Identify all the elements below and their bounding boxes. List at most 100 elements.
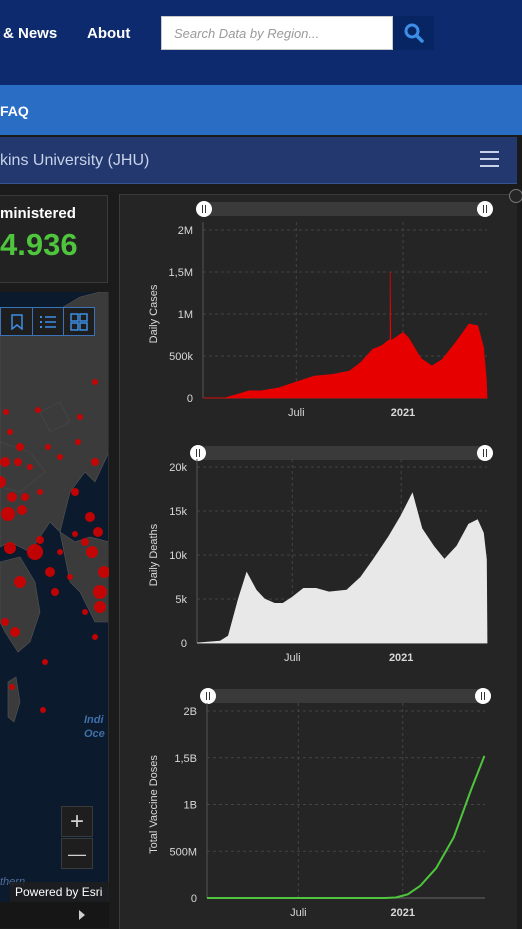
y-tick-label: 15k: [169, 506, 187, 518]
handle-circle: [190, 445, 206, 461]
case-marker: [0, 476, 6, 488]
search-button[interactable]: [393, 16, 434, 50]
y-axis-label: Total Vaccine Doses: [148, 755, 160, 854]
handle-circle: [200, 688, 216, 704]
case-marker: [91, 458, 99, 466]
handle-circle: [477, 201, 493, 217]
case-marker: [7, 492, 17, 502]
y-tick-label: 0: [181, 638, 187, 650]
case-marker: [98, 566, 109, 578]
y-tick-label: 1,5M: [169, 267, 193, 279]
y-tick-label: 2M: [178, 225, 193, 237]
search-box: [161, 16, 393, 50]
y-tick-label: 2B: [184, 706, 197, 718]
nav-link-news[interactable]: & News: [3, 25, 58, 42]
search-input[interactable]: [162, 17, 392, 49]
x-tick-label: 2021: [389, 652, 413, 664]
zoom-out-button[interactable]: —: [61, 838, 93, 869]
case-marker: [1, 507, 15, 521]
case-marker: [37, 489, 43, 495]
case-marker: [71, 488, 79, 496]
y-tick-label: 500k: [169, 351, 193, 363]
hamburger-icon: [480, 151, 499, 153]
case-marker: [92, 634, 98, 640]
nav-link-faq[interactable]: FAQ: [0, 103, 29, 119]
nav-link-about[interactable]: About: [87, 25, 131, 42]
case-marker: [16, 443, 24, 451]
y-tick-label: 1,5B: [174, 753, 197, 765]
case-marker: [51, 588, 59, 596]
zoom-in-button[interactable]: +: [61, 806, 93, 837]
handle-circle: [477, 445, 493, 461]
time-slider-handle[interactable]: [196, 201, 212, 217]
vaccine-counter-label: ministered: [0, 205, 76, 222]
case-marker: [3, 409, 9, 415]
x-tick-label: Juli: [284, 652, 301, 664]
case-marker: [9, 684, 15, 690]
case-marker: [10, 627, 20, 637]
y-tick-label: 5k: [175, 594, 187, 606]
bookmark-button[interactable]: [1, 308, 32, 335]
expand-panel-button[interactable]: [509, 189, 522, 203]
map-attribution: Powered by Esri: [10, 882, 109, 902]
time-slider-handle[interactable]: [475, 688, 491, 704]
chevron-right-icon[interactable]: [78, 909, 86, 921]
case-marker: [94, 601, 106, 613]
case-marker: [21, 493, 29, 501]
case-marker: [1, 618, 9, 626]
case-marker: [7, 429, 13, 435]
case-markers: [0, 379, 109, 713]
case-marker: [81, 538, 89, 546]
time-slider-handle[interactable]: [477, 201, 493, 217]
vaccine-counter-card: ministered 4.936: [0, 195, 108, 283]
x-tick-label: Juli: [290, 907, 307, 919]
case-marker: [45, 567, 55, 577]
y-tick-label: 0: [191, 893, 197, 905]
case-marker: [93, 585, 107, 599]
ocean-label: Oce: [84, 728, 105, 740]
dashboard-header: kins University (JHU): [0, 137, 517, 184]
chart-2: 0 500M 1B 1,5B 2B Juli 2021 Total Vaccine Doses: [148, 688, 491, 919]
map-toolbar: [0, 307, 95, 336]
chart-0: 0 500k 1M 1,5M 2M Juli 2021 Daily Cases: [148, 201, 493, 419]
y-axis-label: Daily Cases: [148, 284, 160, 343]
y-tick-label: 1M: [178, 309, 193, 321]
menu-button[interactable]: [480, 151, 500, 169]
legend-button[interactable]: [32, 308, 63, 335]
case-marker: [27, 544, 43, 560]
basemap-gallery-icon: [70, 312, 88, 331]
list-icon: [40, 315, 56, 328]
bookmark-icon: [10, 313, 23, 330]
series-line: [207, 755, 486, 899]
time-slider-track: [203, 689, 489, 703]
y-tick-label: 500M: [169, 846, 197, 858]
case-marker: [36, 536, 44, 544]
time-slider-handle[interactable]: [200, 688, 216, 704]
handle-circle: [475, 688, 491, 704]
case-marker: [77, 414, 83, 420]
case-marker: [92, 379, 98, 385]
ocean-label: Indi: [84, 714, 104, 726]
case-marker: [14, 458, 22, 466]
basemap-button[interactable]: [63, 308, 94, 335]
case-marker: [27, 464, 33, 470]
case-marker: [40, 707, 46, 713]
x-tick-label: Juli: [288, 407, 305, 419]
series-area: [202, 271, 488, 399]
case-marker: [86, 546, 98, 558]
x-tick-label: 2021: [391, 407, 415, 419]
case-marker: [42, 659, 48, 665]
x-tick-label: 2021: [390, 907, 414, 919]
case-marker: [14, 576, 26, 588]
time-slider-handle[interactable]: [190, 445, 206, 461]
case-marker: [45, 444, 51, 450]
case-marker: [4, 542, 16, 554]
case-marker: [57, 549, 63, 555]
time-slider-handle[interactable]: [477, 445, 493, 461]
hamburger-line: [480, 165, 499, 167]
time-slider-track: [193, 446, 491, 460]
secondary-nav: FAQ: [0, 85, 522, 135]
case-marker: [93, 527, 103, 537]
top-nav: & News About: [0, 0, 522, 85]
case-marker: [17, 505, 27, 515]
